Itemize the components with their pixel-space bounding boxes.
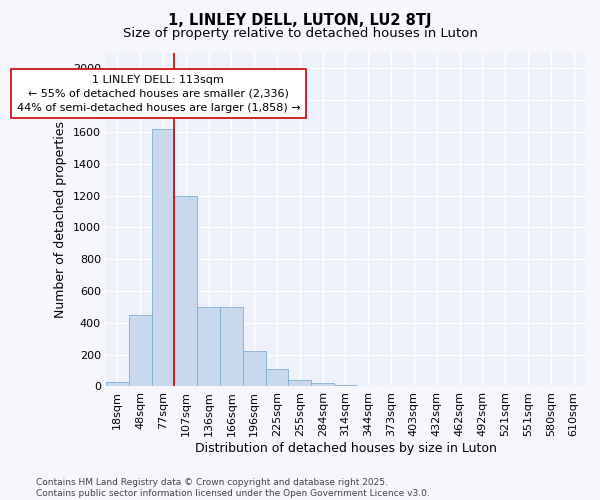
Text: 1 LINLEY DELL: 113sqm
← 55% of detached houses are smaller (2,336)
44% of semi-d: 1 LINLEY DELL: 113sqm ← 55% of detached … <box>17 75 300 113</box>
Y-axis label: Number of detached properties: Number of detached properties <box>55 121 67 318</box>
Bar <box>128 315 152 386</box>
Bar <box>106 382 128 386</box>
Bar <box>197 307 220 386</box>
Text: Contains HM Land Registry data © Crown copyright and database right 2025.
Contai: Contains HM Land Registry data © Crown c… <box>36 478 430 498</box>
X-axis label: Distribution of detached houses by size in Luton: Distribution of detached houses by size … <box>194 442 496 455</box>
Text: 1, LINLEY DELL, LUTON, LU2 8TJ: 1, LINLEY DELL, LUTON, LU2 8TJ <box>168 12 432 28</box>
Bar <box>220 307 243 386</box>
Bar <box>311 384 334 386</box>
Bar <box>289 380 311 386</box>
Bar <box>243 352 266 386</box>
Bar <box>152 129 175 386</box>
Text: Size of property relative to detached houses in Luton: Size of property relative to detached ho… <box>122 28 478 40</box>
Bar <box>175 196 197 386</box>
Bar <box>266 369 289 386</box>
Bar <box>334 385 357 386</box>
